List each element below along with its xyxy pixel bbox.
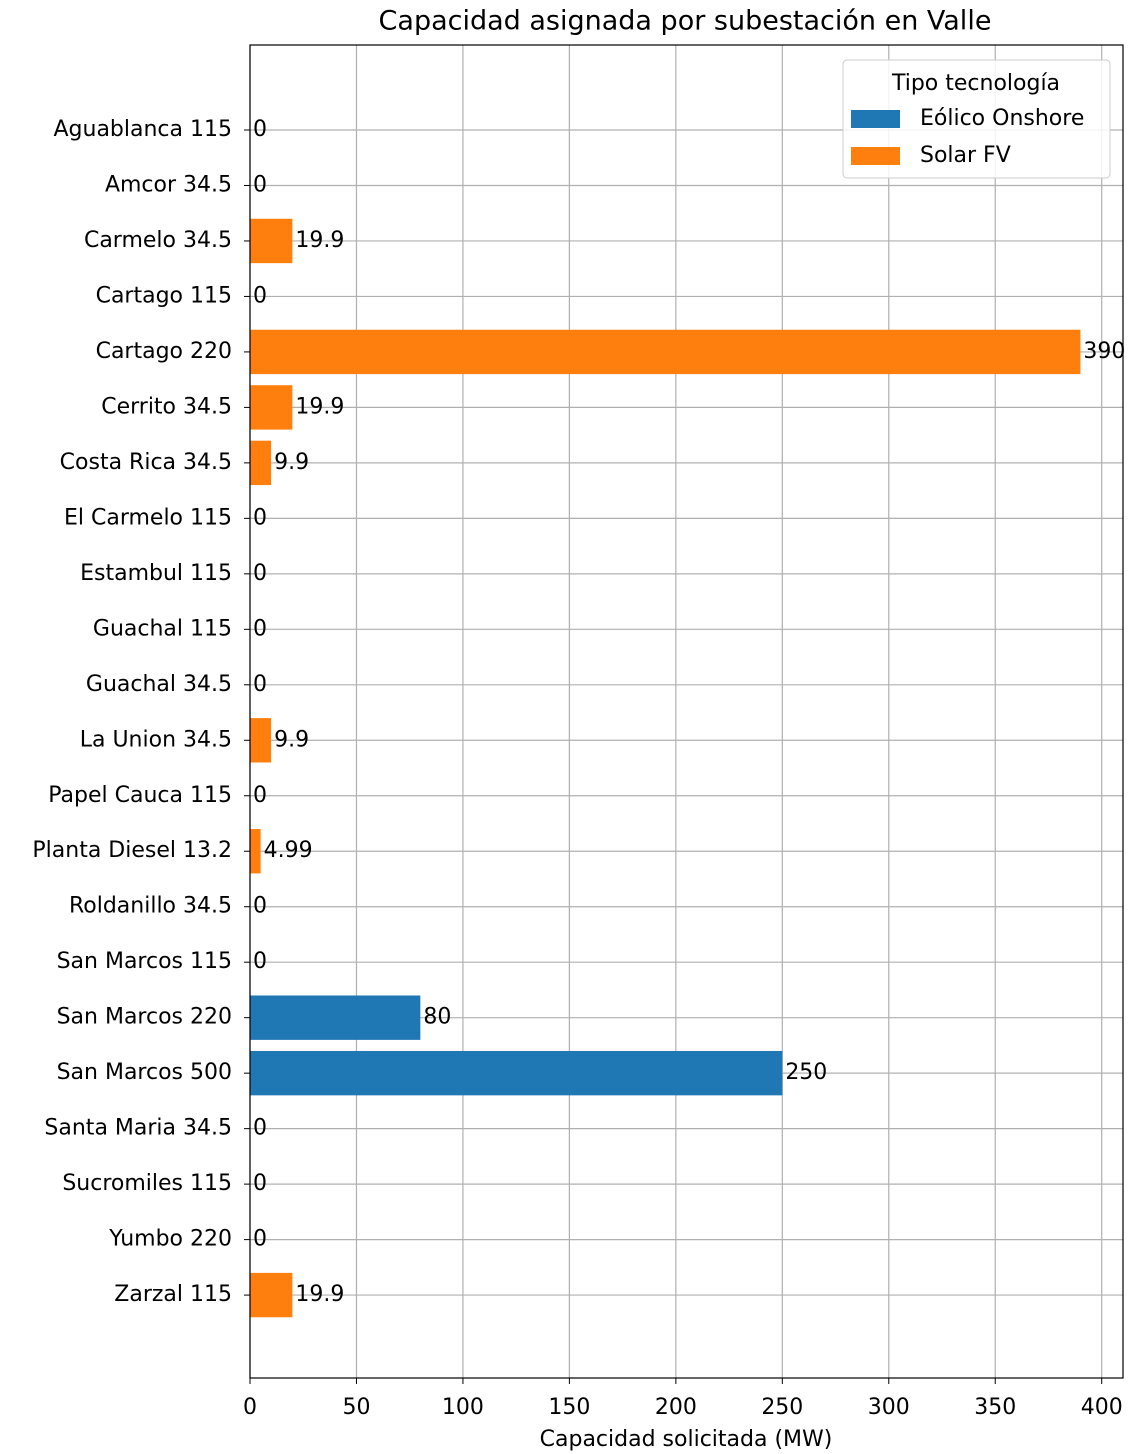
y-tick-label: Sucromiles 115 (62, 1171, 232, 1196)
data-label: 0 (253, 505, 267, 530)
data-label: 4.99 (264, 838, 313, 863)
y-tick-label: Cartago 220 (96, 339, 232, 364)
data-label: 80 (423, 1005, 451, 1030)
data-label: 0 (253, 172, 267, 197)
x-tick-label: 100 (442, 1395, 484, 1420)
legend-label: Solar FV (920, 143, 1011, 168)
data-label: 0 (253, 561, 267, 586)
y-tick-label: Papel Cauca 115 (48, 783, 232, 808)
legend-swatch (851, 147, 900, 165)
x-tick-label: 350 (974, 1395, 1016, 1420)
x-tick-label: 0 (243, 1395, 257, 1420)
y-tick-label: Estambul 115 (80, 561, 232, 586)
x-axis-label: Capacidad solicitada (MW) (540, 1427, 833, 1452)
y-tick-label: Planta Diesel 13.2 (32, 838, 232, 863)
legend-box (842, 59, 1111, 179)
bar (250, 440, 272, 486)
y-tick-label: Zarzal 115 (114, 1282, 232, 1307)
data-label: 9.9 (274, 727, 309, 752)
data-label: 19.9 (295, 394, 344, 419)
plot-frame (249, 44, 1124, 1379)
data-label: 9.9 (274, 450, 309, 475)
chart-title: Capacidad asignada por subestación en Va… (379, 6, 992, 37)
data-label: 250 (785, 1060, 827, 1085)
data-label: 390 (1083, 339, 1125, 364)
bar (250, 385, 293, 430)
y-tick-label: Cartago 115 (96, 283, 232, 308)
y-tick-label: Amcor 34.5 (105, 172, 232, 197)
y-tick-label: Costa Rica 34.5 (60, 450, 232, 475)
data-label: 0 (253, 783, 267, 808)
y-tick-label: San Marcos 500 (57, 1060, 232, 1085)
bar (250, 718, 272, 763)
data-label: 0 (253, 283, 267, 308)
x-tick-label: 150 (548, 1395, 590, 1420)
y-tick-label: Guachal 34.5 (86, 672, 232, 697)
data-label: 19.9 (295, 1282, 344, 1307)
bar (250, 329, 1081, 375)
bar (250, 1272, 293, 1318)
data-label: 0 (253, 1227, 267, 1252)
x-tick-label: 300 (868, 1395, 910, 1420)
y-tick-label: El Carmelo 115 (64, 505, 232, 530)
y-tick-label: Roldanillo 34.5 (69, 894, 232, 919)
data-label: 0 (253, 894, 267, 919)
x-tick-label: 250 (761, 1395, 803, 1420)
data-label: 0 (253, 672, 267, 697)
legend: Tipo tecnología Eólico Onshore Solar FV (842, 59, 1111, 179)
x-tick-label: 50 (342, 1395, 370, 1420)
y-tick-label: La Union 34.5 (80, 727, 232, 752)
y-tick-label: San Marcos 220 (57, 1005, 232, 1030)
y-tick-label: Carmelo 34.5 (84, 228, 232, 253)
y-tick-label: Santa Maria 34.5 (44, 1116, 232, 1141)
y-tick-label: San Marcos 115 (57, 949, 232, 974)
data-label: 0 (253, 1116, 267, 1141)
legend-label: Eólico Onshore (920, 106, 1084, 131)
bar (250, 218, 293, 264)
y-tick-label: Cerrito 34.5 (101, 394, 232, 419)
legend-swatch (851, 110, 900, 128)
data-label: 0 (253, 616, 267, 641)
legend-title: Tipo tecnología (891, 71, 1060, 96)
data-label: 0 (253, 117, 267, 142)
x-tick-label: 400 (1081, 1395, 1123, 1420)
x-tick-label: 200 (655, 1395, 697, 1420)
data-label: 0 (253, 1171, 267, 1196)
data-label: 19.9 (295, 228, 344, 253)
data-label: 0 (253, 949, 267, 974)
bar (250, 1050, 783, 1096)
bar (250, 995, 421, 1040)
y-tick-label: Aguablanca 115 (53, 117, 232, 142)
bar (250, 829, 261, 874)
y-tick-label: Yumbo 220 (108, 1227, 232, 1252)
y-tick-label: Guachal 115 (93, 616, 232, 641)
